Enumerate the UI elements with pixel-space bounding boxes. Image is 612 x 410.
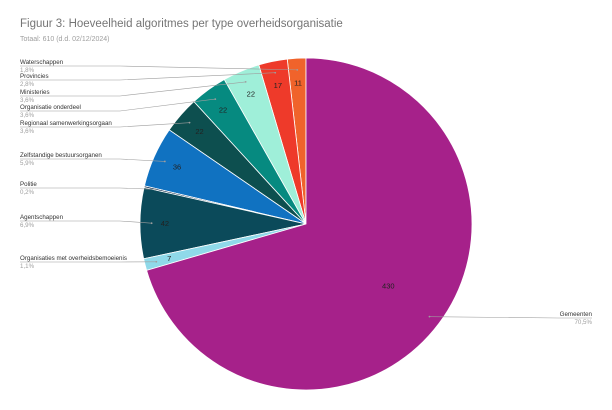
slice-value-regionaal-samenwerkingsorgaan: 22 <box>195 127 203 136</box>
leader-dot-politie <box>154 188 157 191</box>
label-agentschappen: Agentschappen <box>20 214 64 221</box>
label-pct-politie: 0,2% <box>20 189 35 196</box>
slice-category-labels: Waterschappen1,8%Provincies2,8%Ministeri… <box>20 59 593 326</box>
leader-line-provincies <box>20 72 276 81</box>
slice-value-organisaties-met-overheidsbemoeienis: 7 <box>167 254 171 263</box>
label-provincies: Provincies <box>20 73 49 80</box>
label-gemeenten: Gemeenten <box>560 311 593 318</box>
slice-value-waterschappen: 11 <box>294 79 302 88</box>
label-pct-regionaal-samenwerkingsorgaan: 3,6% <box>20 128 35 135</box>
leader-line-zelfstandige-bestuursorganen <box>20 158 165 162</box>
leader-dot-regionaal-samenwerkingsorgaan <box>188 121 191 124</box>
chart-subtitle: Totaal: 610 (d.d. 02/12/2024) <box>20 36 110 43</box>
slice-value-labels: 11 17 22 22 22 36 42 7 430 <box>161 79 395 291</box>
leader-dot-zelfstandige-bestuursorganen <box>163 160 166 163</box>
leader-line-ministeries <box>20 81 246 97</box>
label-organisaties-met-overheidsbemoeienis: Organisaties met overheidsbemoeienis <box>20 255 127 262</box>
label-pct-gemeenten: 70,5% <box>574 319 592 326</box>
leader-line-gemeenten <box>429 316 592 319</box>
pie-slices <box>139 57 473 391</box>
leader-line-organisatie-onderdeel <box>20 98 216 112</box>
slice-value-agentschappen: 42 <box>161 219 169 228</box>
label-politie: Politie <box>20 181 37 188</box>
leader-dot-waterschappen <box>296 68 299 71</box>
label-pct-provincies: 2,8% <box>20 81 35 88</box>
label-ministeries: Ministeries <box>20 89 50 96</box>
leader-dot-organisaties-met-overheidsbemoeienis <box>155 260 158 263</box>
label-organisatie-onderdeel: Organisatie onderdeel <box>20 104 81 111</box>
label-pct-zelfstandige-bestuursorganen: 5,9% <box>20 160 35 167</box>
label-pct-agentschappen: 6,9% <box>20 222 35 229</box>
slice-value-zelfstandige-bestuursorganen: 36 <box>173 162 181 171</box>
leader-line-politie <box>20 187 156 190</box>
label-regionaal-samenwerkingsorgaan: Regionaal samenwerkingsorgaan <box>20 120 112 127</box>
label-pct-organisatie-onderdeel: 3,6% <box>20 112 35 119</box>
slice-gemeenten[interactable] <box>146 57 473 391</box>
slice-value-ministeries: 22 <box>247 90 255 99</box>
leader-dot-agentschappen <box>150 222 153 225</box>
leader-dot-organisatie-onderdeel <box>214 98 217 101</box>
label-pct-organisaties-met-overheidsbemoeienis: 1,1% <box>20 263 35 270</box>
leader-line-agentschappen <box>20 220 152 224</box>
chart-title: Figuur 3: Hoeveelheid algoritmes per typ… <box>20 18 343 30</box>
leader-line-regionaal-samenwerkingsorgaan <box>20 122 190 128</box>
leader-dot-ministeries <box>244 81 247 83</box>
leader-lines <box>20 65 592 319</box>
label-pct-ministeries: 3,6% <box>20 97 35 104</box>
slice-value-organisatie-onderdeel: 22 <box>219 105 227 114</box>
label-waterschappen: Waterschappen <box>20 59 64 66</box>
slice-value-provincies: 17 <box>274 81 282 90</box>
leader-dot-gemeenten <box>428 315 431 318</box>
slice-value-gemeenten: 430 <box>382 281 395 290</box>
label-zelfstandige-bestuursorganen: Zelfstandige bestuursorganen <box>20 152 102 159</box>
leader-line-waterschappen <box>20 65 298 71</box>
label-pct-waterschappen: 1,8% <box>20 67 35 74</box>
leader-dot-provincies <box>274 71 277 74</box>
